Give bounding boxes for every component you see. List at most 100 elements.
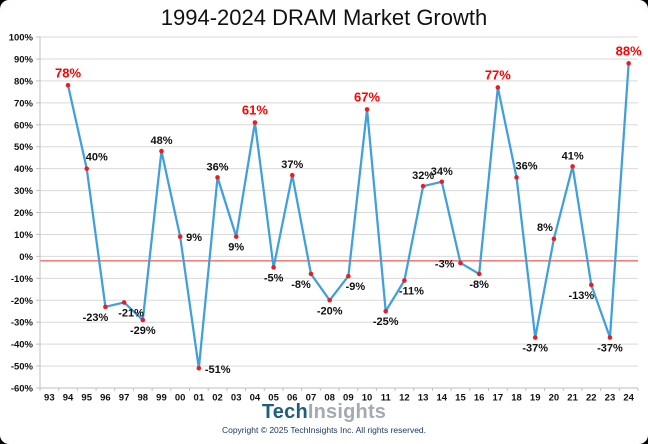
y-axis-tick-label: -60% [11,384,34,395]
data-points [65,61,631,371]
data-label-98: -29% [130,325,156,337]
data-point-22 [588,282,594,288]
x-axis-tick-label: 02 [212,393,223,404]
x-axis-tick-label: 24 [623,393,634,404]
data-point-02 [215,175,220,180]
data-label-24: 88% [616,43,642,58]
data-label-11: -25% [373,316,399,328]
data-point-09 [346,273,351,279]
y-axis-tick-label: 30% [14,186,34,197]
data-label-09: -9% [346,281,366,293]
gridlines [40,36,638,389]
x-axis-tick-label: 16 [474,393,485,404]
x-axis-tick-label: 21 [567,393,578,404]
data-label-21: 41% [562,150,584,162]
data-point-15 [458,260,463,266]
data-label-20: 8% [537,222,553,234]
chart-title: 1994-2024 DRAM Market Growth [160,5,488,30]
y-axis-tick-label: 100% [9,33,34,44]
data-point-00 [177,234,183,239]
y-axis-tick-label: 10% [14,230,34,241]
x-axis-tick-label: 97 [119,393,130,404]
data-label-18: 36% [516,160,538,172]
y-axis-tick-label: -20% [11,296,34,307]
y-axis-tick-label: 40% [14,164,34,175]
data-label-01: -51% [205,364,231,376]
data-label-23: -37% [597,343,623,355]
data-point-14 [439,179,445,185]
x-axis-tick-label: 08 [324,393,335,404]
x-axis-tick-label: 93 [44,393,55,404]
x-axis-tick-label: 00 [175,393,186,404]
x-axis-tick-label: 95 [81,393,92,404]
x-axis-tick-label: 19 [530,393,541,404]
axes [36,36,639,391]
data-label-14: 34% [431,166,453,178]
data-label-94: 78% [55,65,81,80]
x-axis-tick-label: 96 [100,393,111,404]
data-label-07: -8% [291,279,311,291]
x-axis-tick-label: 20 [549,393,560,404]
x-axis-tick-label: 09 [343,393,354,404]
y-axis-labels: -60% -50% -40% -30% -20% -10% 0% 10% 20% 30% 40% 50… [9,33,34,395]
data-point-12 [402,278,407,283]
data-label-00: 9% [186,232,202,244]
data-point-04 [252,120,258,125]
y-axis-tick-label: 50% [14,142,34,153]
data-point-95 [84,166,90,171]
data-point-94 [65,82,71,88]
x-axis-tick-label: 11 [381,393,392,404]
data-point-21 [570,164,575,169]
y-axis-tick-label: 20% [14,208,34,219]
x-axis-tick-label: 12 [399,393,410,404]
data-point-23 [607,335,613,340]
x-axis-tick-label: 22 [586,393,597,404]
x-axis-tick-label: 03 [231,393,242,404]
data-label-16: -8% [469,279,489,291]
data-label-12: -11% [399,286,424,298]
data-label-99: 48% [150,135,172,147]
data-point-24 [626,61,631,66]
data-point-01 [196,365,202,371]
y-axis-tick-label: 80% [14,76,34,87]
x-axis-tick-label: 18 [511,393,522,404]
data-point-11 [383,308,389,314]
copyright-text: Copyright © 2025 TechInsights Inc. All r… [221,425,427,435]
data-point-96 [103,304,108,310]
x-axis-tick-label: 94 [63,393,74,404]
data-label-04: 61% [242,103,268,118]
x-axis-tick-label: 99 [156,393,167,404]
data-point-18 [514,175,519,180]
y-axis-tick-label: -10% [11,274,34,285]
data-point-06 [289,172,295,178]
y-axis-tick-label: -50% [11,362,34,373]
data-label-19: -37% [522,343,548,355]
logo-tech-text: Tech [261,401,308,423]
data-labels: 78% 40% -23% -21% -29% 48% 9% -51% 36% 9% 61% -5% 37… [55,43,642,375]
data-label-03: 9% [228,242,244,254]
x-axis-tick-label: 01 [194,393,205,404]
x-axis-tick-label: 17 [493,393,504,404]
data-label-22: -13% [568,290,594,302]
data-label-10: 67% [354,89,380,104]
data-point-13 [420,183,426,189]
data-point-16 [476,271,482,277]
x-axis-tick-label: 98 [137,393,148,404]
data-label-96: -23% [83,312,109,324]
x-axis-tick-label: 23 [605,393,616,404]
x-axis-tick-label: 15 [455,393,466,404]
data-point-07 [308,271,314,277]
data-label-08: -20% [317,305,343,317]
y-axis-tick-label: 90% [14,54,34,65]
data-label-15: -3% [435,258,455,270]
techinsights-logo: TechInsights [0,401,648,424]
data-point-05 [271,265,276,270]
y-axis-tick-label: 0% [19,252,33,263]
data-label-02: 36% [207,161,229,173]
data-point-17 [495,85,501,90]
y-axis-tick-label: 70% [14,98,34,109]
x-axis-tick-label: 14 [436,393,447,404]
x-axis-tick-label: 05 [268,393,279,404]
